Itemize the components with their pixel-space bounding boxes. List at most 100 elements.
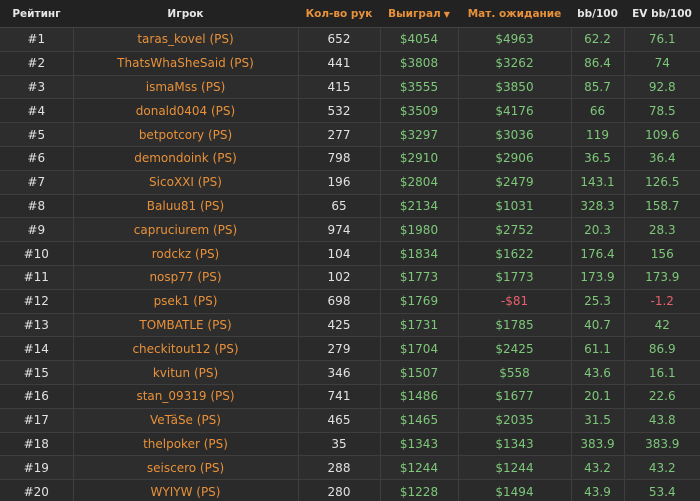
cell-hands: 441 — [297, 50, 381, 76]
cell-rank: #2 — [0, 50, 74, 76]
cell-evbb100: 43.8 — [623, 407, 700, 433]
cell-hands: 104 — [297, 241, 381, 266]
table-row: #11 nosp77 (PS) 102 $1773 $1773 173.9 173.9 — [0, 264, 700, 290]
cell-player[interactable]: betpotcory (PS) — [72, 122, 299, 147]
table-row: #1 taras_kovel (PS) 652 $4054 $4963 62.2 76.1 — [0, 27, 700, 52]
cell-bb100: 43.9 — [570, 479, 625, 501]
table-row: #16 stan_09319 (PS) 741 $1486 $1677 20.1 22.6 — [0, 383, 700, 409]
header-won[interactable]: Выиграл ▼ — [380, 0, 458, 28]
table-header: Рейтинг Игрок Кол-во рук Выиграл ▼ Мат. о… — [0, 0, 700, 28]
cell-bb100: 61.1 — [570, 336, 625, 362]
cell-hands: 698 — [297, 288, 381, 314]
cell-bb100: 40.7 — [570, 312, 625, 338]
cell-bb100: 173.9 — [570, 264, 625, 290]
cell-player[interactable]: donald0404 (PS) — [72, 98, 299, 124]
cell-won: $1769 — [379, 288, 459, 314]
table-row: #14 checkitout12 (PS) 279 $1704 $2425 61.1 86.… — [0, 336, 700, 362]
cell-ev: $2479 — [457, 169, 572, 195]
cell-evbb100: -1.2 — [623, 288, 700, 314]
cell-rank: #7 — [0, 169, 74, 195]
cell-won: $2134 — [379, 193, 459, 219]
cell-rank: #6 — [0, 145, 74, 171]
cell-hands: 465 — [297, 407, 381, 433]
cell-ev: $1785 — [457, 312, 572, 338]
cell-ev: $2425 — [457, 336, 572, 362]
cell-player[interactable]: Baluu81 (PS) — [72, 193, 299, 219]
cell-player[interactable]: ThatsWhaSheSaid (PS) — [72, 50, 299, 76]
cell-hands: 798 — [297, 145, 381, 171]
cell-won: $3509 — [379, 98, 459, 124]
cell-rank: #15 — [0, 360, 74, 385]
cell-ev: $2752 — [457, 217, 572, 243]
cell-player[interactable]: checkitout12 (PS) — [72, 336, 299, 362]
cell-player[interactable]: thelpoker (PS) — [72, 431, 299, 457]
cell-won: $1773 — [379, 264, 459, 290]
cell-player[interactable]: rodckz (PS) — [72, 241, 299, 266]
cell-bb100: 36.5 — [570, 145, 625, 171]
cell-player[interactable]: seiscero (PS) — [72, 455, 299, 481]
cell-hands: 280 — [297, 479, 381, 501]
header-ev[interactable]: Мат. ожидание — [458, 0, 571, 28]
cell-ev: $1244 — [457, 455, 572, 481]
table-row: #12 psek1 (PS) 698 $1769 -$81 25.3 -1.2 — [0, 288, 700, 314]
header-player: Игрок — [73, 0, 298, 28]
cell-player[interactable]: WYIYW (PS) — [72, 479, 299, 501]
cell-player[interactable]: TOMBATLE (PS) — [72, 312, 299, 338]
cell-rank: #8 — [0, 193, 74, 219]
cell-hands: 532 — [297, 98, 381, 124]
cell-won: $3555 — [379, 74, 459, 100]
cell-hands: 102 — [297, 264, 381, 290]
cell-player[interactable]: kvitun (PS) — [72, 360, 299, 385]
cell-player[interactable]: nosp77 (PS) — [72, 264, 299, 290]
cell-player[interactable]: SicoXXI (PS) — [72, 169, 299, 195]
cell-evbb100: 86.9 — [623, 336, 700, 362]
cell-evbb100: 36.4 — [623, 145, 700, 171]
cell-player[interactable]: demondoink (PS) — [72, 145, 299, 171]
cell-evbb100: 42 — [623, 312, 700, 338]
cell-evbb100: 28.3 — [623, 217, 700, 243]
table-row: #5 betpotcory (PS) 277 $3297 $3036 119 109.6 — [0, 122, 700, 147]
cell-won: $1731 — [379, 312, 459, 338]
cell-ev: -$81 — [457, 288, 572, 314]
cell-rank: #18 — [0, 431, 74, 457]
table-row: #20 WYIYW (PS) 280 $1228 $1494 43.9 53.4 — [0, 479, 700, 501]
cell-rank: #16 — [0, 383, 74, 409]
cell-bb100: 43.6 — [570, 360, 625, 385]
cell-bb100: 20.3 — [570, 217, 625, 243]
cell-ev: $4176 — [457, 98, 572, 124]
cell-player[interactable]: taras_kovel (PS) — [72, 27, 299, 52]
cell-won: $1486 — [379, 383, 459, 409]
cell-player[interactable]: ismaMss (PS) — [72, 74, 299, 100]
cell-bb100: 31.5 — [570, 407, 625, 433]
cell-ev: $1622 — [457, 241, 572, 266]
cell-evbb100: 53.4 — [623, 479, 700, 501]
cell-ev: $3036 — [457, 122, 572, 147]
header-hands[interactable]: Кол-во рук — [298, 0, 380, 28]
cell-bb100: 62.2 — [570, 27, 625, 52]
cell-rank: #9 — [0, 217, 74, 243]
cell-evbb100: 16.1 — [623, 360, 700, 385]
cell-player[interactable]: stan_09319 (PS) — [72, 383, 299, 409]
cell-won: $4054 — [379, 27, 459, 52]
cell-hands: 196 — [297, 169, 381, 195]
header-won-label: Выиграл — [388, 7, 441, 20]
cell-won: $1343 — [379, 431, 459, 457]
cell-evbb100: 383.9 — [623, 431, 700, 457]
cell-ev: $1494 — [457, 479, 572, 501]
cell-ev: $1677 — [457, 383, 572, 409]
cell-rank: #10 — [0, 241, 74, 266]
cell-player[interactable]: VeTäSe (PS) — [72, 407, 299, 433]
cell-ev: $2906 — [457, 145, 572, 171]
cell-rank: #17 — [0, 407, 74, 433]
cell-bb100: 20.1 — [570, 383, 625, 409]
caret-down-icon: ▼ — [443, 9, 450, 19]
cell-hands: 425 — [297, 312, 381, 338]
cell-hands: 288 — [297, 455, 381, 481]
cell-evbb100: 158.7 — [623, 193, 700, 219]
cell-ev: $558 — [457, 360, 572, 385]
header-rank: Рейтинг — [0, 0, 73, 28]
cell-hands: 346 — [297, 360, 381, 385]
cell-player[interactable]: psek1 (PS) — [72, 288, 299, 314]
cell-evbb100: 92.8 — [623, 74, 700, 100]
cell-player[interactable]: capruciurem (PS) — [72, 217, 299, 243]
